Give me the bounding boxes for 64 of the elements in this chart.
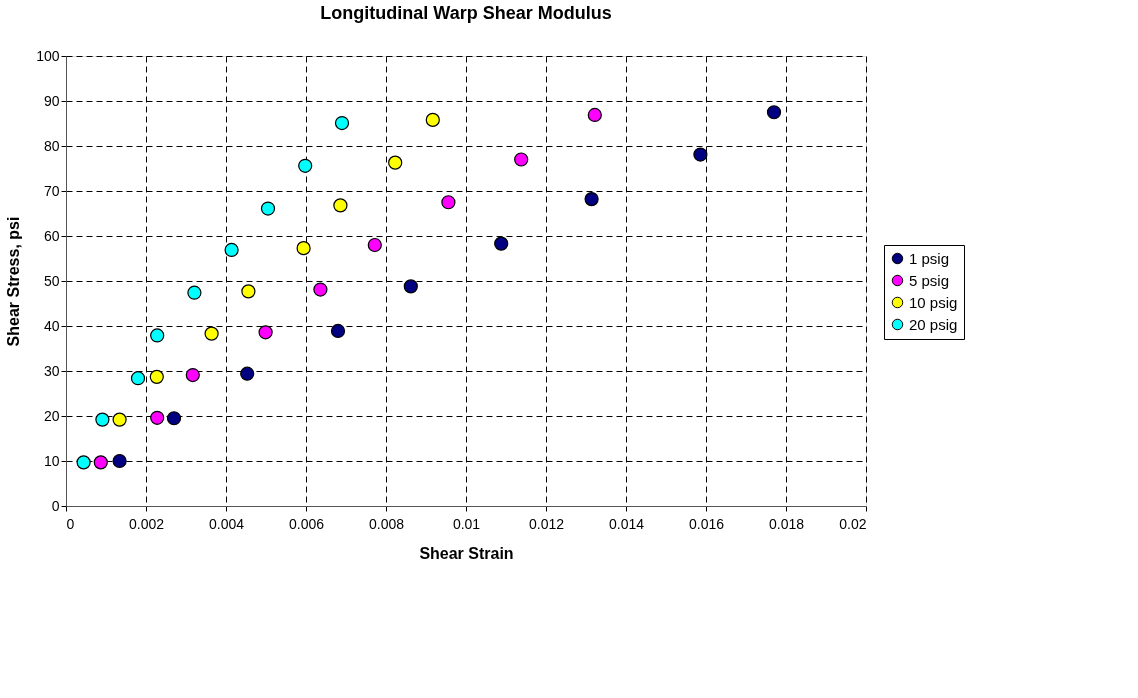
point — [298, 158, 313, 173]
x-tick-label: 0.014 — [608, 515, 645, 532]
point — [403, 279, 418, 294]
x-tick-label: 0 — [66, 515, 75, 532]
point — [150, 410, 165, 425]
point — [76, 455, 91, 470]
y-axis-title: Shear Stress, psi — [5, 216, 23, 347]
point — [313, 282, 328, 297]
x-tick-label: 0.016 — [688, 515, 725, 532]
point — [367, 237, 382, 253]
y-tick-label: 30 — [43, 362, 60, 379]
point — [149, 369, 164, 384]
legend-label: 5 psig — [909, 271, 950, 289]
point — [330, 323, 346, 339]
y-tick-label: 10 — [43, 452, 60, 469]
y-tick-label: 50 — [43, 272, 60, 289]
point — [258, 325, 273, 340]
x-tick-label: 0.008 — [368, 515, 405, 532]
point — [514, 152, 529, 167]
point — [185, 367, 200, 383]
y-tick-label: 70 — [43, 182, 60, 199]
x-axis-title: Shear Strain — [419, 544, 514, 562]
point — [224, 242, 239, 258]
x-tick-label: 0.012 — [528, 515, 565, 532]
x-tick-label: 0.002 — [128, 515, 165, 532]
x-tick-label: 0.018 — [768, 515, 805, 532]
legend-label: 10 psig — [909, 293, 958, 311]
point — [766, 105, 782, 120]
y-tick-label: 80 — [43, 137, 60, 154]
point — [112, 453, 127, 469]
point — [150, 328, 165, 343]
y-tick-label: 40 — [43, 317, 60, 334]
x-tick-label: 0.006 — [288, 515, 325, 532]
chart-title: Longitudinal Warp Shear Modulus — [320, 3, 612, 23]
y-tick-label: 100 — [36, 47, 60, 64]
point — [204, 326, 219, 341]
legend-label: 20 psig — [909, 315, 958, 333]
y-tick-label: 60 — [43, 227, 60, 244]
x-tick-label: 0.004 — [208, 515, 245, 532]
x-tick-label: 0.01 — [452, 515, 481, 532]
point — [296, 241, 311, 256]
point — [240, 366, 255, 381]
point — [333, 198, 348, 213]
point — [112, 412, 127, 427]
point — [334, 115, 350, 131]
y-tick-label: 90 — [43, 92, 60, 109]
point — [441, 195, 456, 210]
y-tick-label: 20 — [43, 407, 60, 424]
point — [95, 412, 110, 427]
point — [260, 201, 276, 216]
point — [166, 411, 182, 426]
point — [494, 236, 509, 251]
legend-label: 1 psig — [909, 249, 950, 267]
point — [584, 191, 599, 207]
point — [425, 112, 440, 128]
point — [587, 107, 602, 123]
point — [388, 155, 403, 170]
point — [693, 147, 708, 162]
point — [187, 285, 202, 300]
point — [241, 284, 256, 299]
y-tick-label: 0 — [51, 497, 60, 514]
point — [93, 455, 108, 470]
point — [130, 371, 146, 386]
x-tick-label: 0.02 — [839, 515, 867, 532]
